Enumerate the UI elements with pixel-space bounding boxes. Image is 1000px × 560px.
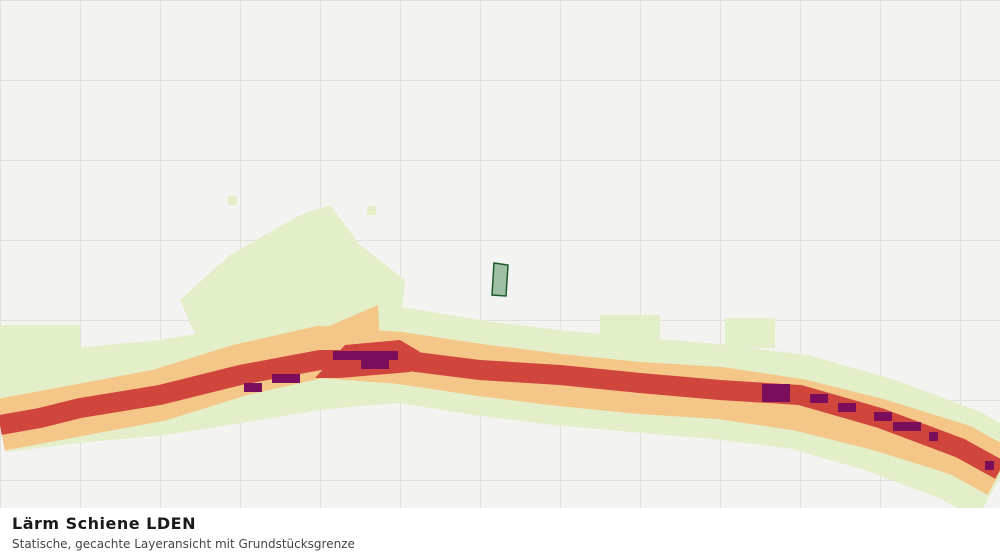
noise-band-max bbox=[838, 403, 856, 412]
noise-band-max bbox=[893, 422, 921, 431]
noise-band-low bbox=[367, 206, 376, 215]
noise-band-low bbox=[0, 325, 80, 385]
noise-band-max bbox=[272, 374, 300, 383]
noise-band-low bbox=[725, 318, 775, 348]
layer-subtitle: Statische, gecachte Layeransicht mit Gru… bbox=[12, 537, 355, 551]
parcel-boundary[interactable] bbox=[491, 262, 509, 297]
noise-band-low bbox=[180, 205, 405, 345]
map-view[interactable] bbox=[0, 0, 1000, 508]
noise-band-max bbox=[361, 360, 389, 369]
noise-band-max bbox=[985, 461, 994, 470]
noise-band-low bbox=[228, 196, 237, 205]
noise-layer bbox=[0, 196, 1000, 508]
layer-title: Lärm Schiene LDEN bbox=[12, 514, 196, 533]
noise-band-mid bbox=[320, 305, 380, 352]
caption: Lärm Schiene LDEN Statische, gecachte La… bbox=[0, 508, 1000, 560]
noise-band-max bbox=[762, 384, 790, 402]
noise-band-max bbox=[244, 383, 262, 392]
noise-band-max bbox=[810, 394, 828, 403]
noise-band-max bbox=[929, 432, 938, 441]
noise-band-max bbox=[874, 412, 892, 421]
noise-band-low bbox=[600, 315, 660, 355]
noise-band-max bbox=[333, 351, 398, 360]
